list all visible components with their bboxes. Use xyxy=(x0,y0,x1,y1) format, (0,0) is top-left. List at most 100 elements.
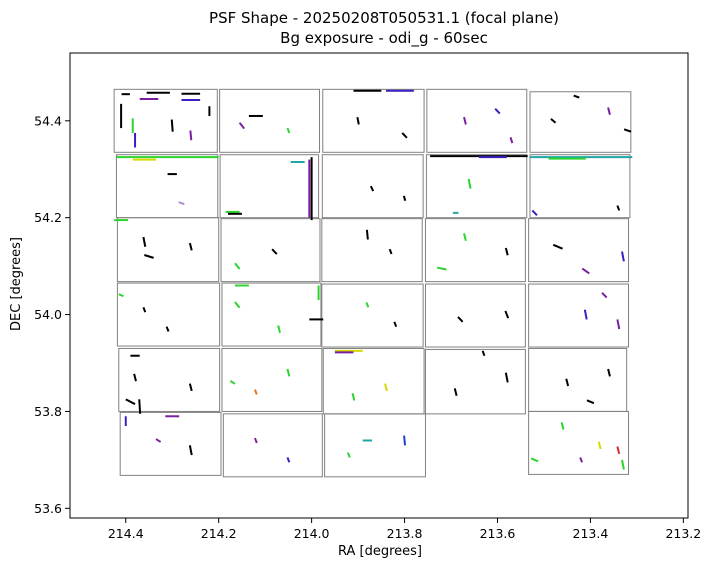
ccd-outline-12 xyxy=(220,218,321,283)
psf-mark-12 xyxy=(238,122,246,130)
ccd-outline-15 xyxy=(528,218,630,283)
ccd-outline-1 xyxy=(113,88,218,153)
ccd-outline-22 xyxy=(221,347,323,412)
psf-mark-88 xyxy=(453,388,458,396)
psf-mark-71 xyxy=(583,309,588,320)
ccd-outline-23 xyxy=(322,347,425,415)
ccd-outline-18 xyxy=(321,283,424,348)
psf-mark-49 xyxy=(234,262,241,270)
psf-mark-19 xyxy=(463,116,467,125)
psf-mark-79 xyxy=(229,380,236,385)
x-tick-label-5: 213.4 xyxy=(573,526,609,541)
ccd-outline-6 xyxy=(115,154,219,219)
ccd-outline-16 xyxy=(116,282,221,347)
x-tick-label-4: 213.6 xyxy=(480,526,516,541)
psf-mark-90 xyxy=(586,399,595,405)
psf-mark-103 xyxy=(597,441,602,450)
psf-mark-22 xyxy=(550,118,557,124)
ccd-outline-14 xyxy=(424,218,526,283)
x-axis-label: RA [degrees] xyxy=(338,544,422,559)
psf-mark-91 xyxy=(607,368,611,377)
chart-title-line-2: Bg exposure - odi_g - 60sec xyxy=(280,29,488,48)
psf-mark-23 xyxy=(573,94,580,99)
ccd-outline-25 xyxy=(528,347,628,412)
psf-mark-67 xyxy=(365,302,370,308)
psf-mark-9 xyxy=(170,119,174,132)
y-axis-ticks: 53.6 53.8 54.0 54.2 54.4 xyxy=(34,113,70,516)
psf-mark-37 xyxy=(402,195,407,202)
psf-mark-77 xyxy=(138,399,142,414)
psf-mark-86 xyxy=(481,350,486,357)
ccd-outline-8 xyxy=(321,154,424,219)
psf-mark-10 xyxy=(189,130,193,141)
psf-mark-36 xyxy=(369,185,375,192)
psf-mark-70 xyxy=(457,316,464,323)
psf-mark-53 xyxy=(436,266,447,271)
ccd-outline-9 xyxy=(425,154,528,219)
y-tick-label-3: 54.2 xyxy=(34,210,62,225)
psf-mark-43 xyxy=(467,178,472,189)
psf-mark-14 xyxy=(286,127,291,134)
psf-mark-29 xyxy=(178,201,185,206)
psf-mark-105 xyxy=(621,459,625,470)
psf-mark-17 xyxy=(356,116,360,125)
psf-mark-20 xyxy=(494,108,501,115)
psf-mark-56 xyxy=(552,243,563,250)
psf-mark-104 xyxy=(616,446,621,455)
psf-mark-78 xyxy=(188,383,193,392)
psf-mark-25 xyxy=(623,128,632,133)
psf-mark-84 xyxy=(351,393,356,401)
psf-mark-58 xyxy=(621,251,625,262)
ccd-outline-21 xyxy=(118,347,221,412)
psf-mark-81 xyxy=(286,368,291,377)
ccd-outline-4 xyxy=(426,88,528,153)
psf-mark-61 xyxy=(165,326,170,332)
psf-mark-106 xyxy=(579,457,583,463)
ccd-outline-2 xyxy=(219,88,321,153)
ccd-outline-17 xyxy=(221,282,322,347)
psf-mark-95 xyxy=(188,445,193,456)
psf-mark-55 xyxy=(504,247,509,256)
psf-mark-60 xyxy=(142,306,147,313)
x-tick-label-3: 213.8 xyxy=(387,526,423,541)
ccd-outline-5 xyxy=(529,91,632,153)
ccd-outline-11 xyxy=(116,217,220,283)
psf-mark-64 xyxy=(277,325,281,333)
x-tick-label-0: 214.4 xyxy=(108,526,144,541)
psf-mark-76 xyxy=(125,398,136,406)
ccd-outlines xyxy=(113,88,632,478)
psf-mark-59 xyxy=(118,293,124,298)
ccd-outline-24 xyxy=(424,348,526,415)
psf-mark-68 xyxy=(393,321,398,328)
psf-mark-46 xyxy=(142,236,147,247)
ccd-outline-7 xyxy=(219,154,320,219)
psf-mark-48 xyxy=(188,242,193,251)
ccd-outline-3 xyxy=(322,88,425,153)
x-axis-ticks: 214.4 214.2 214.0 213.8 213.6 213.4 213.2 xyxy=(108,518,701,541)
ccd-outline-13 xyxy=(321,218,423,283)
psf-mark-100 xyxy=(346,452,351,458)
psf-marks xyxy=(114,89,633,470)
psf-mark-99 xyxy=(403,435,407,446)
y-tick-label-0: 53.6 xyxy=(34,501,62,516)
psf-mark-85 xyxy=(384,383,388,392)
psf-mark-75 xyxy=(133,373,137,382)
psf-mark-47 xyxy=(144,254,154,259)
psf-mark-73 xyxy=(616,319,621,330)
psf-mark-96 xyxy=(254,437,258,444)
ccd-outline-20 xyxy=(528,283,630,348)
psf-mark-54 xyxy=(463,233,467,241)
psf-mark-69 xyxy=(504,310,510,319)
psf-mark-50 xyxy=(271,248,278,255)
x-tick-label-6: 213.2 xyxy=(665,526,701,541)
psf-mark-44 xyxy=(531,209,538,216)
psf-mark-52 xyxy=(388,248,393,255)
x-tick-label-2: 214.0 xyxy=(294,526,330,541)
ccd-outline-19 xyxy=(424,283,526,348)
psf-mark-51 xyxy=(365,229,369,240)
chart-title-line-1: PSF Shape - 20250208T050531.1 (focal pla… xyxy=(209,9,559,27)
psf-mark-97 xyxy=(286,457,291,463)
x-tick-label-1: 214.2 xyxy=(201,526,237,541)
y-axis-label: DEC [degrees] xyxy=(9,237,24,331)
